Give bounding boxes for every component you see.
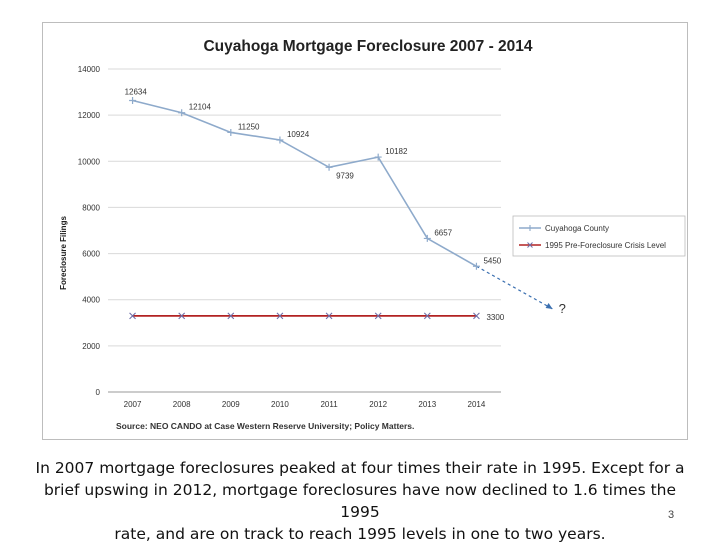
data-point-marker [472,262,480,270]
x-tick-label: 2014 [468,400,486,409]
y-tick-label: 14000 [78,65,101,74]
legend-marker [527,242,533,248]
data-label: 5450 [483,256,501,265]
data-point-marker [129,312,136,320]
x-tick-label: 2008 [173,400,191,409]
data-point-marker [276,312,284,320]
data-point-marker [374,312,382,320]
y-tick-label: 6000 [82,250,100,259]
legend-label: 1995 Pre-Foreclosure Crisis Level [545,241,666,250]
y-tick-label: 8000 [82,203,100,212]
data-label: 12104 [189,103,212,112]
data-point-marker [374,153,382,161]
x-tick-label: 2009 [222,400,240,409]
data-point-marker [325,312,333,320]
y-tick-label: 2000 [82,342,100,351]
data-point-marker [276,136,284,144]
data-label: 6657 [434,228,452,237]
x-tick-label: 2012 [369,400,387,409]
projection-label: ? [559,301,566,316]
data-point-marker [325,163,333,171]
chart-source: Source: NEO CANDO at Case Western Reserv… [116,421,414,431]
legend-label: Cuyahoga County [545,224,609,233]
caption-line: rate, and are on track to reach 1995 lev… [114,525,606,543]
data-label: 12634 [125,88,148,97]
data-label: 10924 [287,130,310,139]
y-tick-label: 4000 [82,296,100,305]
y-tick-label: 10000 [78,157,101,166]
data-point-marker [129,97,137,105]
data-label: 9739 [336,171,354,180]
data-point-marker [178,312,186,320]
x-tick-label: 2007 [124,400,142,409]
legend-box [512,215,686,257]
data-point-marker [227,128,235,136]
chart-title: Cuyahoga Mortgage Foreclosure 2007 - 201… [203,38,532,55]
data-point-marker [178,109,186,117]
chart-frame: Cuyahoga Mortgage Foreclosure 2007 - 201… [42,22,688,440]
page-number: 3 [668,509,675,521]
y-axis-label: Foreclosure Filings [59,216,68,290]
data-label: 3300 [486,313,504,322]
y-tick-label: 0 [96,388,101,397]
data-point-marker [473,312,480,320]
projection-arrowhead [545,302,553,309]
data-point-marker [423,312,431,320]
slide-caption: In 2007 mortgage foreclosures peaked at … [30,457,690,545]
projection-line [476,265,553,310]
x-tick-label: 2010 [271,400,289,409]
series-line-cuyahoga [132,99,477,267]
line-chart: Cuyahoga Mortgage Foreclosure 2007 - 201… [59,38,686,431]
y-tick-label: 12000 [78,111,101,120]
x-tick-label: 2013 [418,400,436,409]
data-label: 10182 [385,147,408,156]
caption-line: brief upswing in 2012, mortgage foreclos… [43,481,677,521]
data-point-marker [423,234,431,242]
legend-marker [527,225,533,231]
data-point-marker [227,312,235,320]
data-label: 11250 [238,122,260,131]
x-tick-label: 2011 [320,400,338,409]
caption-line: In 2007 mortgage foreclosures peaked at … [35,459,685,477]
